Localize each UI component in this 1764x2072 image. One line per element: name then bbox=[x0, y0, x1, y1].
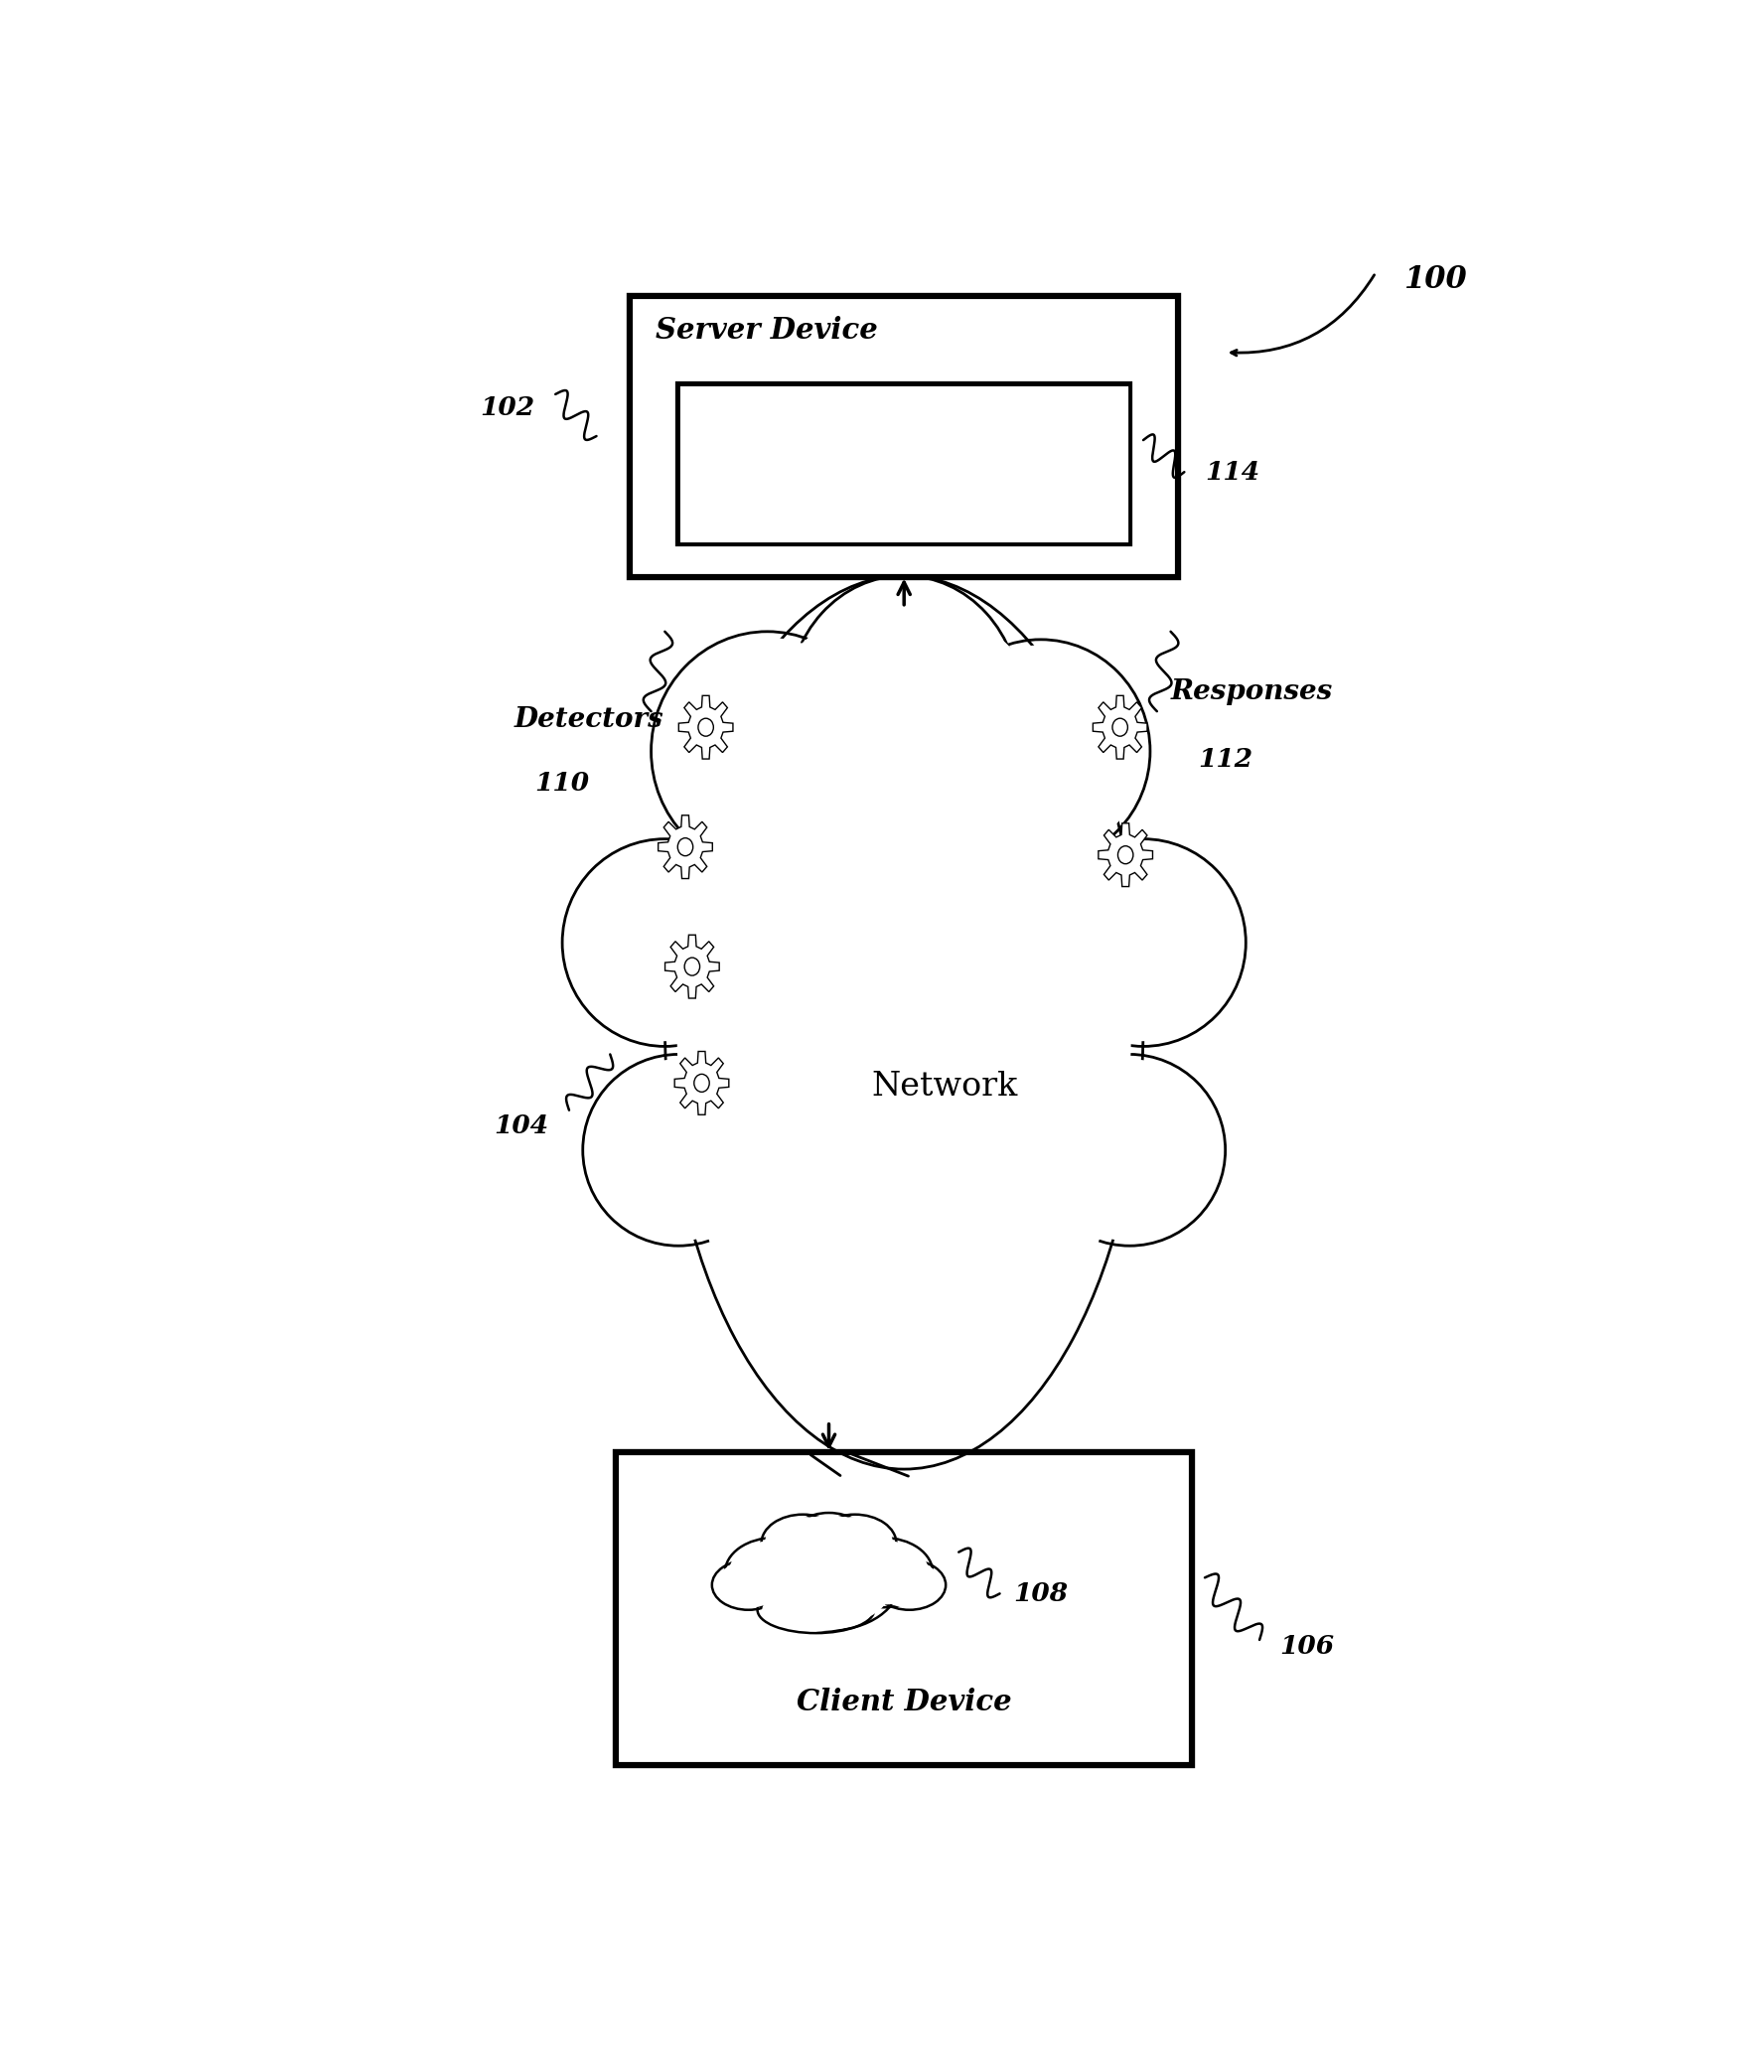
Polygon shape bbox=[1099, 823, 1152, 887]
Ellipse shape bbox=[656, 638, 878, 864]
Bar bbox=[617, 1452, 1191, 1765]
Circle shape bbox=[1118, 845, 1132, 864]
Ellipse shape bbox=[587, 1059, 769, 1241]
Ellipse shape bbox=[790, 1513, 868, 1566]
Text: Network: Network bbox=[871, 1071, 1018, 1102]
Ellipse shape bbox=[757, 1587, 875, 1633]
Ellipse shape bbox=[729, 1539, 820, 1604]
Text: Process: Process bbox=[776, 1566, 882, 1589]
Polygon shape bbox=[679, 696, 734, 758]
Text: 108: 108 bbox=[1013, 1581, 1069, 1606]
Ellipse shape bbox=[568, 843, 762, 1040]
Ellipse shape bbox=[1041, 839, 1245, 1046]
Text: AIS Detection System: AIS Detection System bbox=[737, 450, 1071, 477]
Ellipse shape bbox=[1046, 843, 1240, 1040]
Ellipse shape bbox=[931, 640, 1150, 862]
Text: 100: 100 bbox=[1402, 265, 1466, 296]
Circle shape bbox=[1113, 719, 1127, 736]
Ellipse shape bbox=[764, 1517, 841, 1571]
Text: Client Device: Client Device bbox=[797, 1687, 1011, 1716]
Bar bbox=[679, 383, 1129, 543]
Ellipse shape bbox=[817, 1517, 893, 1571]
Polygon shape bbox=[658, 814, 713, 879]
Ellipse shape bbox=[757, 1531, 900, 1631]
Ellipse shape bbox=[834, 1537, 933, 1608]
Ellipse shape bbox=[582, 1055, 774, 1245]
Ellipse shape bbox=[789, 576, 1020, 831]
Ellipse shape bbox=[838, 1539, 930, 1604]
Ellipse shape bbox=[713, 1560, 785, 1610]
Bar bbox=[679, 383, 1129, 543]
Polygon shape bbox=[665, 934, 720, 999]
Ellipse shape bbox=[762, 1515, 845, 1573]
Ellipse shape bbox=[762, 1589, 870, 1631]
Circle shape bbox=[699, 719, 713, 736]
Text: 104: 104 bbox=[494, 1115, 549, 1138]
Ellipse shape bbox=[651, 632, 884, 870]
Ellipse shape bbox=[677, 599, 1131, 1446]
Ellipse shape bbox=[794, 582, 1014, 825]
Ellipse shape bbox=[813, 1515, 896, 1573]
Ellipse shape bbox=[794, 1515, 864, 1564]
Text: Responses: Responses bbox=[1171, 680, 1334, 707]
Ellipse shape bbox=[937, 644, 1145, 858]
Ellipse shape bbox=[1039, 1059, 1221, 1241]
Bar bbox=[617, 1452, 1191, 1765]
Ellipse shape bbox=[563, 839, 767, 1046]
Circle shape bbox=[693, 1073, 709, 1092]
Text: 112: 112 bbox=[1198, 746, 1252, 771]
Text: Server Device: Server Device bbox=[654, 315, 877, 344]
Ellipse shape bbox=[665, 576, 1143, 1469]
Text: Detectors: Detectors bbox=[515, 707, 665, 733]
Circle shape bbox=[677, 837, 693, 856]
Bar bbox=[632, 296, 1177, 576]
Ellipse shape bbox=[725, 1537, 824, 1608]
Polygon shape bbox=[674, 1051, 729, 1115]
Ellipse shape bbox=[714, 1562, 781, 1608]
Circle shape bbox=[684, 957, 700, 976]
Polygon shape bbox=[1094, 696, 1147, 758]
Ellipse shape bbox=[1034, 1055, 1226, 1245]
Ellipse shape bbox=[877, 1562, 942, 1608]
Bar bbox=[632, 296, 1177, 576]
Ellipse shape bbox=[873, 1560, 946, 1610]
Text: 106: 106 bbox=[1281, 1633, 1335, 1658]
Text: 110: 110 bbox=[534, 771, 589, 796]
Ellipse shape bbox=[764, 1535, 894, 1627]
Text: 114: 114 bbox=[1205, 460, 1259, 485]
Text: 102: 102 bbox=[480, 396, 534, 421]
